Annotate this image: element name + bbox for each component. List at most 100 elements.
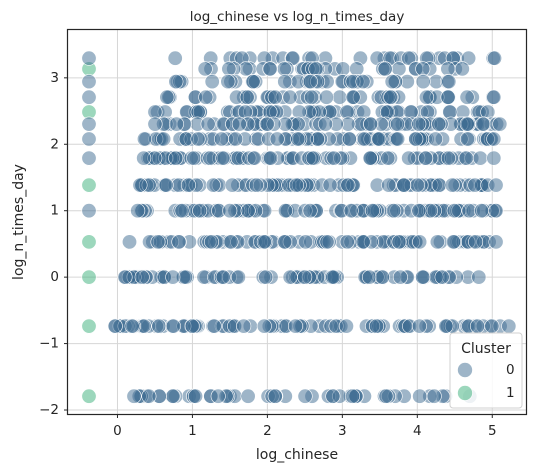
data-point-cluster-0 [409,177,425,193]
data-point-cluster-0 [308,61,324,77]
data-point-cluster-0 [206,318,222,334]
x-tick-label: 0 [113,423,122,439]
data-point-cluster-0 [472,150,488,166]
data-point-cluster-0 [391,234,407,250]
data-point-cluster-0 [141,388,157,404]
data-point-cluster-0 [427,131,443,147]
data-point-cluster-0 [361,269,377,285]
data-point-cluster-0 [418,89,434,105]
data-point-cluster-1 [81,388,97,404]
data-point-cluster-0 [269,131,285,147]
data-point-cluster-0 [126,388,142,404]
data-point-cluster-0 [411,116,427,132]
data-point-cluster-0 [434,269,450,285]
data-point-cluster-0 [228,131,244,147]
data-point-cluster-0 [335,61,351,77]
data-point-cluster-0 [338,318,354,334]
data-point-cluster-0 [343,203,359,219]
data-point-cluster-0 [364,203,380,219]
data-point-cluster-0 [411,318,427,334]
data-point-cluster-0 [259,116,275,132]
data-point-cluster-0 [297,388,313,404]
data-point-cluster-0 [224,177,240,193]
data-point-cluster-0 [459,116,475,132]
data-point-cluster-0 [202,150,218,166]
data-point-cluster-0 [167,50,183,66]
legend-marker-0 [457,362,473,378]
data-point-cluster-1 [81,318,97,334]
data-point-cluster-0 [408,131,424,147]
data-point-cluster-0 [215,269,231,285]
data-point-cluster-0 [204,234,220,250]
data-point-cluster-0 [239,89,255,105]
data-point-cluster-0 [107,318,123,334]
data-point-cluster-0 [181,177,197,193]
data-point-cluster-0 [256,234,272,250]
data-point-cluster-0 [429,234,445,250]
data-point-cluster-0 [197,61,213,77]
data-point-cluster-0 [444,177,460,193]
data-point-cluster-0 [412,388,428,404]
data-point-cluster-0 [262,61,278,77]
data-point-cluster-0 [168,150,184,166]
data-point-cluster-0 [150,234,166,250]
data-point-cluster-0 [325,269,341,285]
legend-label-1: 1 [506,385,515,401]
data-point-cluster-0 [389,116,405,132]
y-tick-label: 1 [50,203,59,219]
data-point-cluster-1 [81,177,97,193]
data-point-cluster-0 [446,203,462,219]
x-tick-label: 2 [263,423,272,439]
data-point-cluster-0 [81,89,97,105]
data-point-cluster-0 [256,318,272,334]
data-point-cluster-0 [81,50,97,66]
data-point-cluster-0 [445,234,461,250]
data-point-cluster-0 [117,269,133,285]
y-tick-label: 0 [50,269,59,285]
data-point-cluster-0 [81,74,97,90]
data-point-cluster-0 [276,61,292,77]
data-point-cluster-0 [282,269,298,285]
data-point-cluster-0 [178,269,194,285]
data-point-cluster-0 [81,116,97,132]
data-point-cluster-0 [277,234,293,250]
data-point-cluster-0 [391,61,407,77]
y-tick-label: −2 [39,402,59,418]
data-point-cluster-0 [221,61,237,77]
data-point-cluster-0 [290,116,306,132]
data-point-cluster-0 [137,131,153,147]
data-point-cluster-0 [473,203,489,219]
data-point-cluster-0 [431,177,447,193]
legend-marker-1 [457,385,473,401]
data-point-cluster-0 [471,269,487,285]
data-point-cluster-0 [440,89,456,105]
data-point-cluster-0 [240,203,256,219]
data-point-cluster-0 [411,203,427,219]
data-point-cluster-0 [386,203,402,219]
data-point-cluster-0 [81,203,97,219]
data-point-cluster-0 [231,116,247,132]
data-point-cluster-0 [236,318,252,334]
data-point-cluster-0 [488,203,504,219]
data-point-cluster-0 [230,269,246,285]
data-point-cluster-0 [132,177,148,193]
data-point-cluster-0 [415,74,431,90]
data-point-cluster-0 [124,318,140,334]
data-point-cluster-0 [192,203,208,219]
y-axis-label: log_n_times_day [11,164,27,280]
data-point-cluster-0 [267,388,283,404]
data-point-cluster-0 [486,131,502,147]
data-point-cluster-0 [362,116,378,132]
data-point-cluster-0 [165,388,181,404]
data-point-cluster-0 [319,234,335,250]
data-point-cluster-0 [415,269,431,285]
data-point-cluster-0 [282,89,298,105]
legend-label-0: 0 [506,362,515,378]
data-point-cluster-0 [246,150,262,166]
data-point-cluster-0 [492,116,508,132]
data-point-cluster-0 [304,89,320,105]
data-point-cluster-0 [210,388,226,404]
data-point-cluster-0 [469,318,485,334]
data-point-cluster-0 [215,150,231,166]
data-point-cluster-0 [339,234,355,250]
